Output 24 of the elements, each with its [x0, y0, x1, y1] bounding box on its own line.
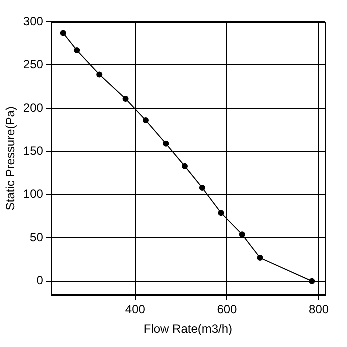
y-tick-label: 150	[23, 144, 44, 158]
point	[182, 163, 188, 170]
x-axis-title: Flow Rate(m3/h)	[144, 322, 233, 336]
point	[218, 210, 224, 216]
y-tick-label: 100	[23, 187, 44, 202]
y-tick-label: 50	[30, 230, 44, 244]
point	[163, 140, 170, 147]
point	[199, 184, 206, 191]
point	[60, 30, 66, 36]
point	[142, 118, 149, 124]
point	[309, 278, 316, 284]
x-tick-label: 800	[309, 302, 330, 317]
x-tick-label: 600	[217, 302, 238, 317]
point	[96, 72, 103, 78]
point	[122, 96, 129, 102]
y-tick-label: 300	[23, 14, 44, 28]
y-axis-title: Static Pressure(Pa)	[4, 106, 18, 211]
point	[257, 255, 264, 262]
point	[239, 232, 246, 238]
point	[74, 48, 80, 54]
x-tick-label: 400	[125, 302, 146, 317]
y-tick-label: 200	[23, 100, 44, 115]
y-tick-label: 250	[23, 58, 44, 72]
y-tick-label: 0	[36, 274, 44, 288]
